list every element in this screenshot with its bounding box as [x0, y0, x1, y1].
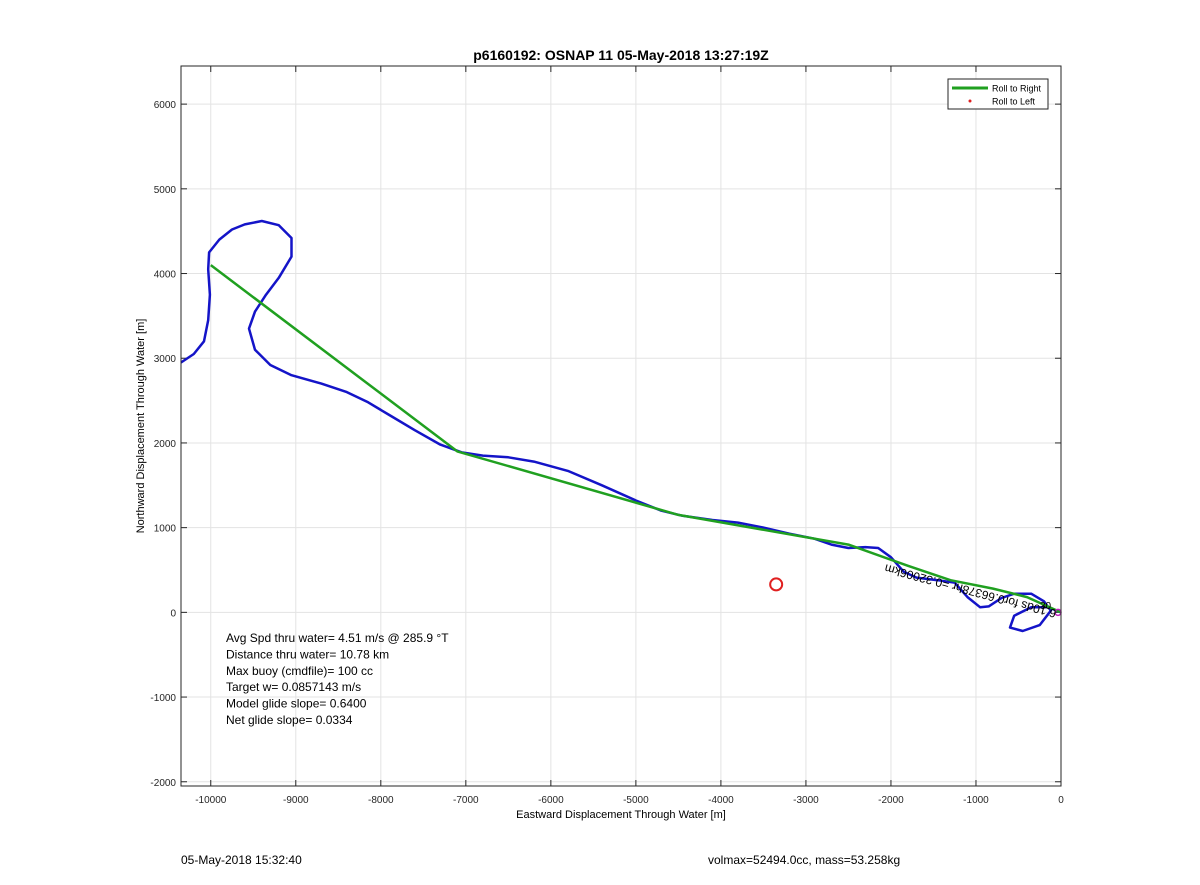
- x-tick-label: -3000: [793, 795, 819, 806]
- x-tick-label: -7000: [453, 795, 479, 806]
- roll-to-right-line: [210, 264, 1062, 614]
- plot-frame: [180, 65, 1062, 787]
- stats-line: Max buoy (cmdfile)= 100 cc: [226, 664, 373, 678]
- y-tick-label: 5000: [154, 185, 177, 196]
- legend: Roll to Right Roll to Left: [947, 78, 1049, 110]
- legend-box: [947, 78, 1049, 110]
- dive-track-line: [180, 219, 1062, 633]
- x-tick-label: -1000: [963, 795, 989, 806]
- x-tick-label: -10000: [195, 795, 227, 806]
- axis-ticks: -10000 -9000 -8000 -7000 -6000 -5000 -4000 -300…: [150, 66, 1064, 806]
- marker-number-label: 30: [1040, 601, 1052, 612]
- y-tick-label: 1000: [154, 524, 177, 535]
- stats-line: Avg Spd thru water= 4.51 m/s @ 285.9 °T: [226, 631, 449, 645]
- plot-background: [181, 66, 1061, 786]
- stats-line: Target w= 0.0857143 m/s: [226, 680, 361, 694]
- x-tick-label: -2000: [878, 795, 904, 806]
- x-tick-label: -6000: [538, 795, 564, 806]
- y-tick-label: 2000: [154, 439, 177, 450]
- x-tick-label: -8000: [368, 795, 394, 806]
- x-tick-label: -4000: [708, 795, 734, 806]
- stats-line: Distance thru water= 10.78 km: [226, 647, 389, 661]
- y-tick-label: -1000: [150, 693, 176, 704]
- chart-title: p6160192: OSNAP 11 05-May-2018 13:27:19Z: [473, 47, 769, 63]
- legend-swatch-dot: [968, 99, 972, 103]
- legend-label: Roll to Left: [992, 97, 1036, 107]
- stats-line: Model glide slope= 0.6400: [226, 697, 367, 711]
- stats-line: Net glide slope= 0.0334: [226, 713, 353, 727]
- y-tick-label: 4000: [154, 270, 177, 281]
- y-tick-label: 0: [170, 608, 176, 619]
- roll-to-left-point: [769, 577, 784, 592]
- y-tick-label: 3000: [154, 354, 177, 365]
- footer-glider-specs: volmax=52494.0cc, mass=53.258kg: [708, 853, 901, 867]
- x-tick-label: -5000: [623, 795, 649, 806]
- x-tick-label: -9000: [283, 795, 309, 806]
- y-tick-label: -2000: [150, 778, 176, 789]
- x-axis-label: Eastward Displacement Through Water [m]: [516, 809, 726, 821]
- y-tick-label: 6000: [154, 100, 177, 111]
- series-layer: [180, 219, 1062, 633]
- footer-timestamp: 05-May-2018 15:32:40: [181, 853, 302, 867]
- legend-label: Roll to Right: [992, 84, 1042, 94]
- y-axis-label: Northward Displacement Through Water [m]: [135, 319, 147, 534]
- x-tick-label: 0: [1058, 795, 1064, 806]
